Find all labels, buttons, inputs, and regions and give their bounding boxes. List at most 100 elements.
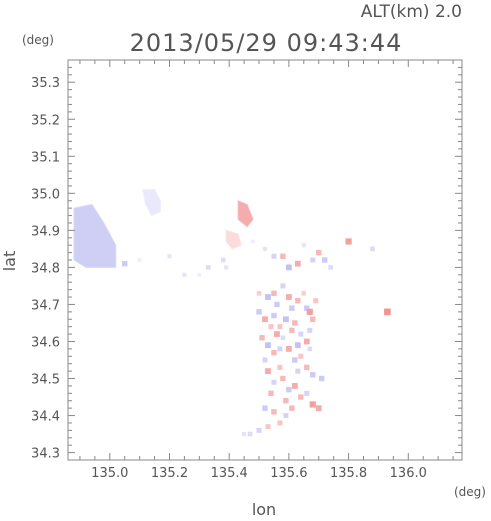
data-point [277, 420, 283, 426]
data-point [285, 345, 292, 352]
data-point [262, 246, 268, 251]
data-point [280, 375, 286, 382]
data-point [182, 272, 187, 277]
x-tick-label: 135.2 [151, 466, 188, 481]
data-point [294, 260, 301, 267]
plot-frame [67, 59, 463, 461]
chart-title: 2013/05/29 09:43:44 [130, 29, 403, 57]
data-point [345, 238, 352, 245]
data-point [285, 294, 292, 300]
data-point [277, 346, 283, 352]
data-point [271, 290, 277, 297]
data-point [286, 386, 292, 393]
data-point [291, 383, 298, 389]
data-point [298, 353, 304, 359]
data-point [256, 291, 262, 296]
x-axis-label: lon [252, 500, 276, 519]
data-point [167, 254, 172, 259]
data-point [309, 401, 316, 408]
data-point [310, 257, 316, 263]
data-point [304, 364, 310, 371]
data-point [298, 331, 304, 337]
data-point [301, 243, 306, 248]
data-point [122, 261, 128, 267]
data-point [298, 394, 304, 400]
data-point [268, 390, 274, 397]
data-point [205, 265, 211, 270]
region-west-cluster [73, 203, 117, 268]
x-tick-label: 135.0 [91, 466, 128, 481]
plot-fields [73, 189, 254, 268]
data-point [295, 298, 301, 304]
data-point [277, 324, 283, 330]
data-point [262, 357, 268, 363]
data-point [319, 375, 325, 382]
data-point [259, 335, 265, 341]
x-unit-label: (deg) [454, 485, 486, 499]
data-point [321, 257, 328, 263]
data-point [315, 405, 322, 412]
data-point [310, 316, 316, 322]
y-tick-label: 35.3 [31, 76, 60, 91]
y-tick-label: 35.1 [31, 150, 60, 165]
region-north-strip [142, 189, 162, 217]
data-point [280, 335, 286, 341]
y-tick-label: 34.6 [31, 335, 60, 350]
data-point [247, 431, 253, 437]
data-point [384, 308, 391, 316]
data-point [274, 301, 280, 308]
y-tick-label: 34.9 [31, 224, 60, 239]
data-point [282, 316, 289, 323]
data-point [328, 265, 333, 270]
region-north-red [237, 199, 254, 228]
data-point [289, 305, 295, 311]
y-tick-label: 35.2 [31, 113, 60, 128]
y-tick-label: 34.7 [31, 298, 60, 313]
data-point [256, 427, 262, 433]
chart-subtitle: ALT(km) 2.0 [361, 2, 462, 22]
data-point [197, 272, 202, 277]
data-point [242, 431, 247, 437]
data-point [274, 331, 280, 337]
y-tick-label: 34.4 [31, 410, 60, 425]
data-point [294, 342, 301, 349]
x-tick-label: 135.4 [211, 466, 248, 481]
data-point [307, 327, 313, 333]
y-tick-label: 34.3 [31, 447, 60, 462]
x-tick-label: 135.6 [270, 466, 307, 481]
data-point [292, 320, 298, 326]
data-point [271, 312, 277, 319]
data-point [283, 413, 289, 419]
x-tick-label: 136.0 [390, 466, 427, 481]
data-point [224, 265, 229, 270]
x-axis-ticks: 135.0 135.2 135.4 135.6 135.8 136.0 [79, 60, 454, 481]
data-point [262, 316, 268, 323]
data-point [137, 258, 142, 262]
y-tick-label: 34.5 [31, 373, 60, 388]
data-points [122, 238, 391, 437]
data-point [271, 409, 277, 415]
data-point [295, 368, 301, 374]
data-point [370, 246, 375, 252]
data-point [271, 379, 277, 385]
y-unit-label: (deg) [22, 33, 54, 47]
data-point [271, 349, 277, 356]
data-point [285, 264, 292, 271]
data-point [256, 309, 262, 315]
y-axis-ticks: 34.3 34.4 34.5 34.6 34.7 34.8 34.9 35.0 35.1 35.2… [31, 59, 462, 462]
data-point [316, 249, 322, 256]
x-tick-label: 135.8 [330, 466, 367, 481]
data-point [283, 398, 289, 404]
data-point [307, 346, 313, 352]
data-point [280, 253, 286, 259]
data-point [303, 338, 310, 345]
data-point [306, 308, 313, 315]
data-point [310, 372, 316, 378]
y-tick-label: 35.0 [31, 187, 60, 202]
region-mid-red [225, 229, 242, 250]
data-point [265, 342, 271, 349]
data-point [262, 405, 268, 411]
data-point [313, 298, 319, 304]
data-point [289, 405, 295, 411]
